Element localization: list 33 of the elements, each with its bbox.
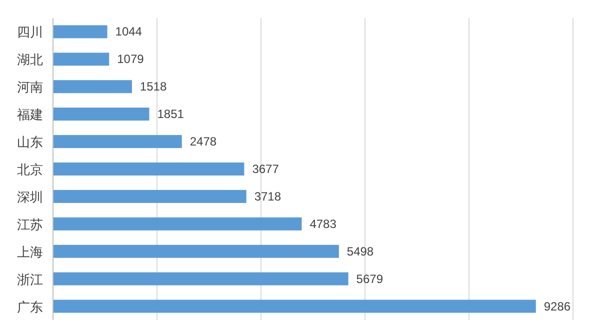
y-tick-label: 湖北 [17,53,43,68]
bar [53,162,244,176]
y-tick-label: 山东 [17,136,43,151]
y-tick-label: 江苏 [17,218,43,233]
bar [53,244,339,258]
bar [53,25,108,38]
bar [53,52,110,66]
data-label: 1079 [117,52,144,66]
data-label: 4783 [310,216,337,231]
data-label: 5498 [346,244,374,258]
data-label: 1044 [115,24,142,39]
bar [53,80,132,94]
y-tick-label: 北京 [17,163,43,178]
data-label: 1851 [157,107,184,122]
y-tick-label: 河南 [17,80,43,96]
bar [53,190,246,203]
data-label: 2478 [190,134,217,149]
data-label: 3718 [254,189,282,204]
y-tick-label: 福建 [17,108,43,124]
y-tick-label: 四川 [17,26,43,41]
bar [53,135,182,148]
data-label: 5679 [356,272,384,286]
bar [53,272,348,286]
y-tick-label: 上海 [17,245,43,260]
y-tick-label: 浙江 [17,272,43,288]
bar [53,108,150,121]
bar [53,217,302,230]
bar [53,300,536,313]
data-label: 1518 [140,80,167,94]
y-tick-label: 广东 [17,300,43,316]
data-label: 3677 [252,162,280,176]
data-label: 9286 [544,299,571,314]
y-tick-label: 深圳 [17,190,43,206]
